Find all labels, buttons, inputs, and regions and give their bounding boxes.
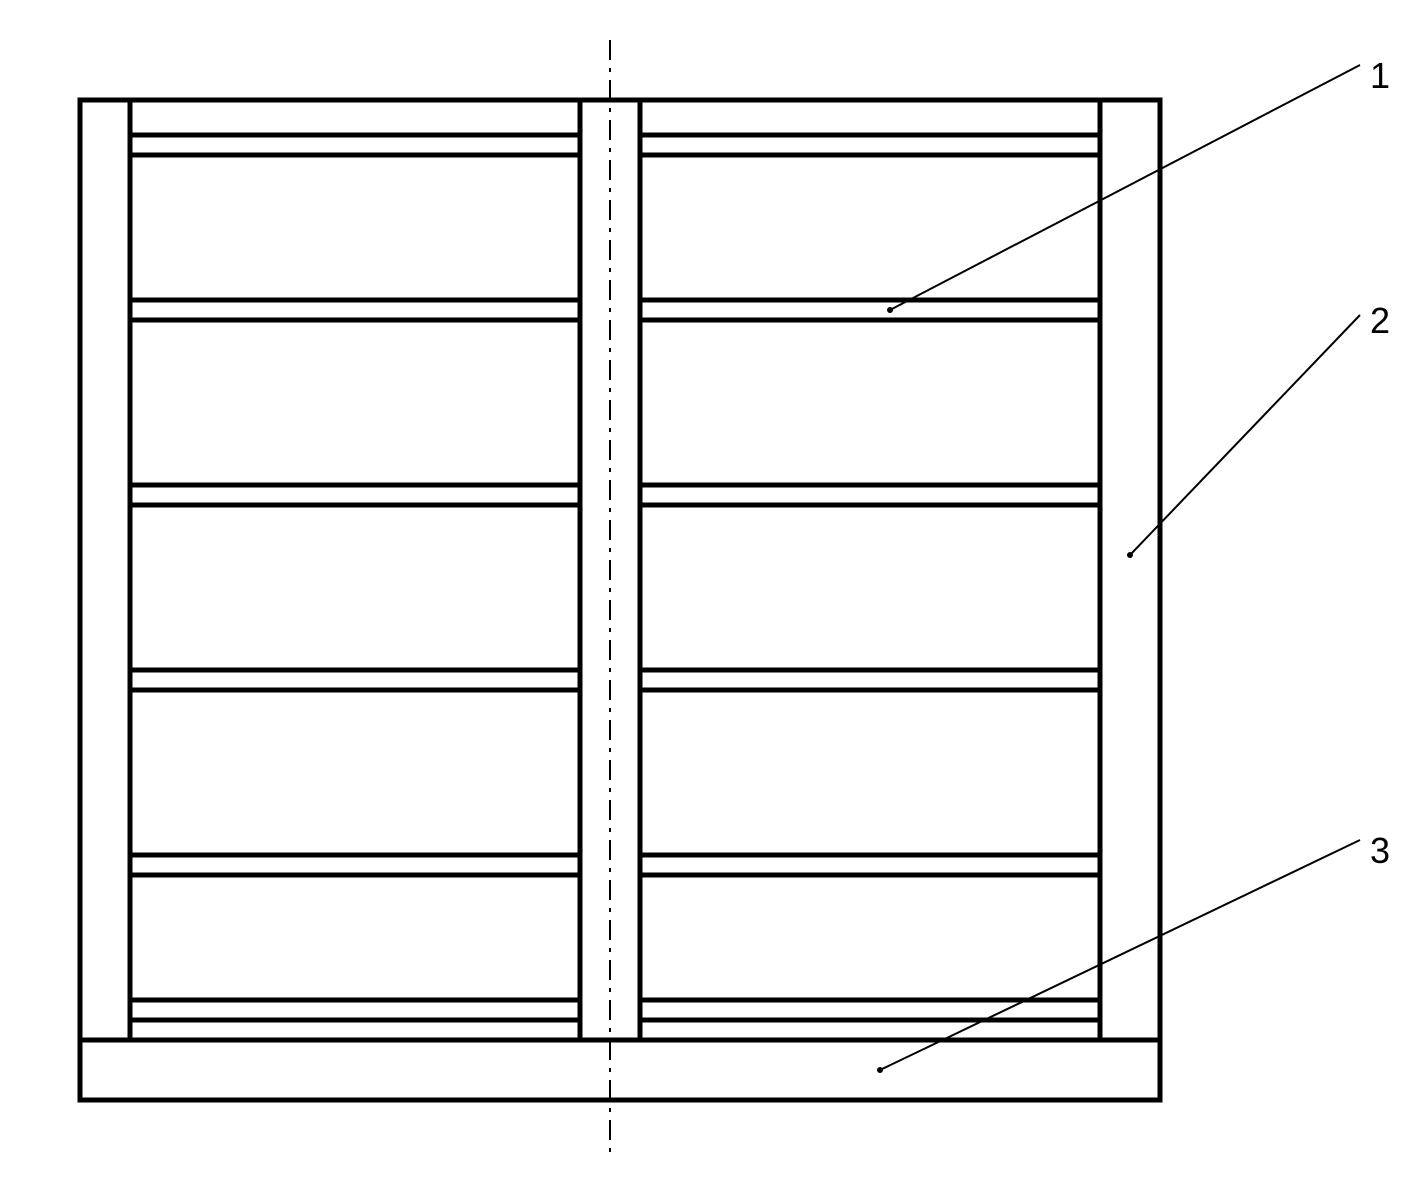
callout-label-3: 3: [1370, 830, 1390, 872]
diagram-svg: [0, 0, 1421, 1192]
callout-label-1: 1: [1370, 55, 1390, 97]
technical-diagram: 1 2 3: [0, 0, 1421, 1192]
callout-label-2: 2: [1370, 300, 1390, 342]
